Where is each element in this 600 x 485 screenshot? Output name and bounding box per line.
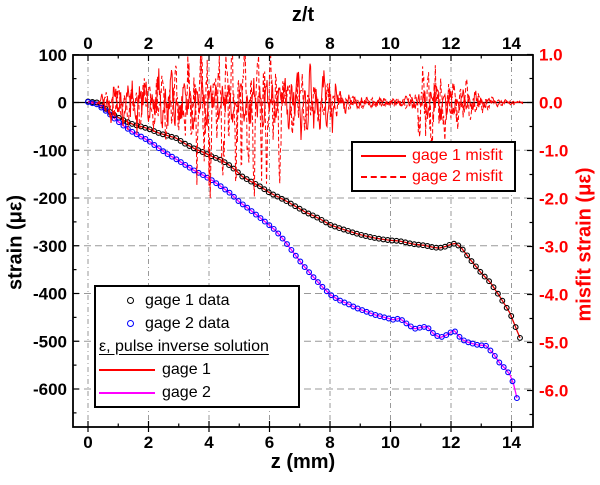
legend-label: gage 2 xyxy=(162,383,211,401)
svg-text:8: 8 xyxy=(325,433,334,452)
svg-text:-100: -100 xyxy=(33,141,67,160)
svg-text:-4.0: -4.0 xyxy=(539,286,568,305)
svg-text:14: 14 xyxy=(502,433,521,452)
legend-main: gage 1 data gage 2 data ε, pulse inverse… xyxy=(94,285,300,408)
magenta-line-swatch xyxy=(99,391,155,394)
svg-text:100: 100 xyxy=(39,46,67,65)
legend-label: gage 1 misfit xyxy=(412,146,503,164)
gage2-misfit-curve xyxy=(97,55,524,199)
svg-text:4: 4 xyxy=(204,433,214,452)
svg-text:10: 10 xyxy=(381,433,400,452)
legend-item-gage2-line: gage 2 xyxy=(96,382,298,404)
svg-text:-5.0: -5.0 xyxy=(539,334,568,353)
red-dashed-line-swatch xyxy=(361,176,406,179)
legend-subheader: ε, pulse inverse solution xyxy=(99,337,269,355)
gage1-misfit-curve xyxy=(96,63,524,141)
svg-text:12: 12 xyxy=(442,433,461,452)
legend-item-gage2-data: gage 2 data xyxy=(96,313,298,335)
gage2-data-markers xyxy=(85,99,520,402)
svg-text:8: 8 xyxy=(325,34,334,53)
svg-text:6: 6 xyxy=(265,433,274,452)
gage2-solution-line xyxy=(87,101,518,399)
svg-text:-400: -400 xyxy=(33,285,67,304)
svg-text:-3.0: -3.0 xyxy=(539,238,568,257)
svg-text:6: 6 xyxy=(265,34,274,53)
red-solid-line-swatch xyxy=(361,154,406,157)
legend-subheader-row: ε, pulse inverse solution xyxy=(96,336,298,358)
svg-text:-300: -300 xyxy=(33,237,67,256)
top-axis-title: z/t xyxy=(291,4,315,26)
tick-labels: 0 0 2 2 4 4 6 6 8 8 10 10 12 12 14 14 100 0 -100 -200 -300 -4… xyxy=(33,34,568,452)
legend-label: gage 2 misfit xyxy=(412,168,503,186)
svg-text:10: 10 xyxy=(381,34,400,53)
svg-text:14: 14 xyxy=(502,34,521,53)
svg-text:12: 12 xyxy=(442,34,461,53)
svg-text:0.0: 0.0 xyxy=(539,94,563,113)
bottom-axis-title: z (mm) xyxy=(270,451,336,473)
legend-item-gage1-misfit: gage 1 misfit xyxy=(353,145,514,167)
svg-text:0: 0 xyxy=(83,34,92,53)
plot-border xyxy=(72,54,534,428)
svg-text:-600: -600 xyxy=(33,380,67,399)
black-open-circle-swatch xyxy=(127,297,134,304)
legend-label: gage 1 data xyxy=(145,291,230,309)
legend-label: gage 1 xyxy=(162,360,211,378)
svg-text:-1.0: -1.0 xyxy=(539,142,568,161)
axis-ticks xyxy=(73,53,533,432)
legend-misfit: gage 1 misfit gage 2 misfit xyxy=(351,141,516,192)
legend-item-gage2-misfit: gage 2 misfit xyxy=(353,167,514,189)
svg-text:0: 0 xyxy=(83,433,92,452)
blue-open-circle-swatch xyxy=(127,320,134,327)
right-axis-title: misfit strain (με) xyxy=(573,167,596,322)
legend-item-gage1-line: gage 1 xyxy=(96,359,298,381)
red-line-swatch xyxy=(99,368,155,371)
svg-text:1.0: 1.0 xyxy=(539,46,563,65)
svg-text:-2.0: -2.0 xyxy=(539,190,568,209)
svg-text:2: 2 xyxy=(144,34,153,53)
svg-text:0: 0 xyxy=(58,94,67,113)
legend-item-gage1-data: gage 1 data xyxy=(96,290,298,312)
svg-text:-200: -200 xyxy=(33,189,67,208)
svg-text:4: 4 xyxy=(204,34,214,53)
svg-text:-6.0: -6.0 xyxy=(539,382,568,401)
svg-text:2: 2 xyxy=(144,433,153,452)
left-axis-title: strain (με) xyxy=(4,194,27,291)
gage1-solution-line xyxy=(87,100,521,339)
legend-label: gage 2 data xyxy=(145,314,230,332)
svg-text:-500: -500 xyxy=(33,332,67,351)
